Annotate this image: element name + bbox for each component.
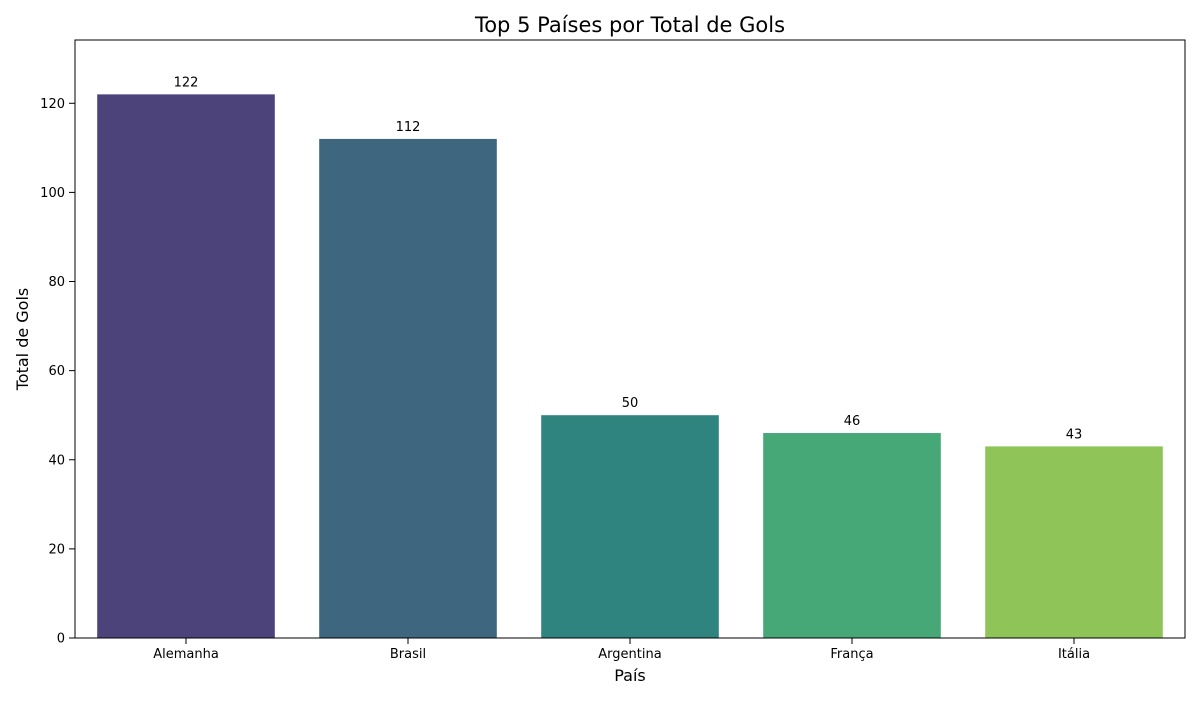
bars-group: 122 112 50 46 43	[97, 75, 1163, 638]
bar-data-label: 122	[174, 75, 199, 90]
y-tick-label: 20	[48, 542, 65, 557]
bar-data-label: 112	[396, 120, 421, 135]
y-tick-label: 100	[40, 186, 65, 201]
bar	[541, 415, 719, 638]
y-tick-label: 80	[48, 275, 65, 290]
bar-data-label: 46	[844, 414, 861, 429]
y-tick-label: 120	[40, 97, 65, 112]
x-axis-ticks: Alemanha Brasil Argentina França Itália	[153, 638, 1090, 662]
x-tick-label: Argentina	[598, 647, 661, 662]
x-axis-label: País	[614, 666, 646, 685]
x-tick-label: Itália	[1058, 647, 1090, 662]
bar-data-label: 50	[622, 396, 639, 411]
y-tick-label: 60	[48, 364, 65, 379]
bar	[319, 138, 497, 638]
y-tick-label: 40	[48, 453, 65, 468]
x-tick-label: Brasil	[390, 647, 426, 662]
x-tick-label: Alemanha	[153, 647, 219, 662]
chart-title: Top 5 Países por Total de Gols	[474, 13, 785, 37]
y-axis-label: Total de Gols	[13, 288, 32, 392]
x-tick-label: França	[830, 647, 873, 662]
bar	[985, 446, 1163, 638]
y-tick-label: 0	[57, 632, 65, 647]
y-axis-ticks: 0 20 40 60 80 100 120	[40, 97, 75, 647]
bar	[763, 433, 941, 638]
bar	[97, 94, 275, 638]
bar-data-label: 43	[1066, 427, 1083, 442]
plot-frame	[74, 39, 1186, 639]
